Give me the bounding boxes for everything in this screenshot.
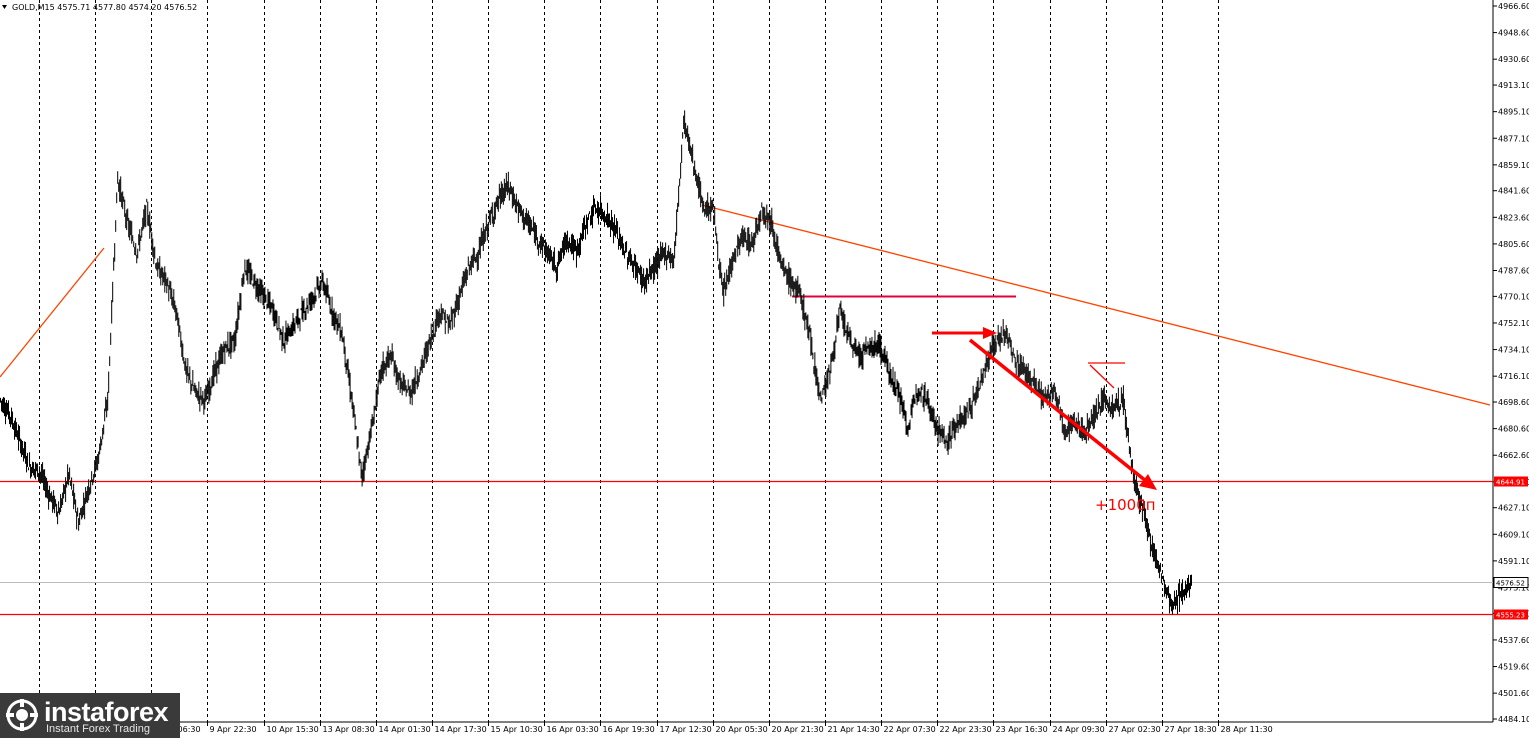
- rising-trendline: [0, 247, 105, 378]
- time-tick-label: 16 Apr 03:30: [547, 725, 599, 734]
- time-tick-label: 14 Apr 17:30: [435, 725, 487, 734]
- horizontal-levels: 4644.91 4555.23 4576.52: [0, 295, 1529, 620]
- logo-brand: instaforex: [44, 697, 169, 727]
- time-tick-label: 20 Apr 05:30: [716, 725, 768, 734]
- level-price-badge: [1494, 476, 1528, 487]
- price-tick-label: 4680.60: [1498, 425, 1529, 434]
- arrow-shaft: [968, 338, 1148, 483]
- price-tick-label: 4698.60: [1498, 398, 1529, 407]
- price-tick-label: 4484.10: [1498, 715, 1529, 724]
- time-tick-label: 27 Apr 02:30: [1109, 725, 1161, 734]
- candles: [0, 110, 1192, 615]
- instaforex-logo: instaforex Instant Forex Trading: [0, 693, 180, 738]
- price-tick-label: 4716.10: [1498, 372, 1529, 381]
- trendlines: [0, 204, 1491, 406]
- time-tick-label: 15 Apr 10:30: [491, 725, 543, 734]
- time-tick-label: 10 Apr 15:30: [267, 725, 319, 734]
- time-tick-label: 23 Apr 16:30: [996, 725, 1048, 734]
- price-tick-label: 4966.60: [1498, 2, 1529, 11]
- price-tick-label: 4787.60: [1498, 267, 1529, 276]
- price-tick-label: 4930.60: [1498, 55, 1529, 64]
- price-tick-label: 4537.60: [1498, 636, 1529, 645]
- price-tick-label: 4609.10: [1498, 530, 1529, 539]
- arrows: [932, 327, 1157, 490]
- time-tick-label: 24 Apr 09:30: [1053, 725, 1105, 734]
- time-tick-label: 14 Apr 01:30: [379, 725, 431, 734]
- time-tick-label: 22 Apr 07:30: [884, 725, 936, 734]
- price-tick-label: 4948.60: [1498, 29, 1529, 38]
- price-axis: 4966.60 4948.60 4930.60 4913.10 4895.10 4877.…: [1493, 2, 1529, 724]
- current-price-badge: [1493, 577, 1529, 588]
- price-tick-label: 4877.10: [1498, 134, 1529, 143]
- short-trend-mark: [1089, 364, 1115, 389]
- price-tick-label: 4501.60: [1498, 689, 1529, 698]
- menu-triangle-icon[interactable]: [2, 5, 7, 9]
- time-tick-label: 20 Apr 21:30: [772, 725, 824, 734]
- current-price-label: 4576.52: [1496, 580, 1525, 588]
- level-price-label: 4644.91: [1496, 479, 1525, 487]
- logo-tagline: Instant Forex Trading: [46, 723, 150, 735]
- annotation-label: +1000п: [1095, 496, 1156, 514]
- price-tick-label: 4662.60: [1498, 451, 1529, 460]
- time-tick-label: 21 Apr 14:30: [828, 725, 880, 734]
- time-tick-label: 13 Apr 08:30: [323, 725, 375, 734]
- price-tick-label: 4591.10: [1498, 557, 1529, 566]
- axis-frame: [0, 0, 1494, 723]
- price-tick-label: 4519.60: [1498, 663, 1529, 672]
- falling-trendline: [701, 204, 1491, 406]
- time-tick-label: 22 Apr 23:30: [940, 725, 992, 734]
- price-tick-label: 4734.10: [1498, 346, 1529, 355]
- time-tick-label: 28 Apr 11:30: [1221, 725, 1273, 734]
- level-price-label: 4555.23: [1496, 612, 1525, 620]
- price-tick-label: 4895.10: [1498, 108, 1529, 117]
- price-tick-label: 4752.10: [1498, 319, 1529, 328]
- time-tick-label: 27 Apr 18:30: [1165, 725, 1217, 734]
- price-tick-label: 4823.60: [1498, 213, 1529, 222]
- price-tick-label: 4770.10: [1498, 292, 1529, 301]
- time-tick-label: 17 Apr 12:30: [660, 725, 712, 734]
- symbol-header: GOLD,M15 4575.71 4577.80 4574.20 4576.52: [12, 3, 197, 12]
- arrow-head-icon: [983, 327, 997, 339]
- price-tick-label: 4859.10: [1498, 161, 1529, 170]
- time-tick-label: 16 Apr 19:30: [603, 725, 655, 734]
- instaforex-logo-icon: [6, 699, 38, 731]
- level-price-badge: [1494, 609, 1528, 620]
- arrow-head-icon: [1139, 474, 1157, 490]
- price-tick-label: 4805.60: [1498, 240, 1529, 249]
- price-tick-label: 4913.10: [1498, 81, 1529, 90]
- price-tick-label: 4627.10: [1498, 504, 1529, 513]
- time-tick-label: 9 Apr 22:30: [210, 725, 257, 734]
- price-tick-label: 4841.60: [1498, 187, 1529, 196]
